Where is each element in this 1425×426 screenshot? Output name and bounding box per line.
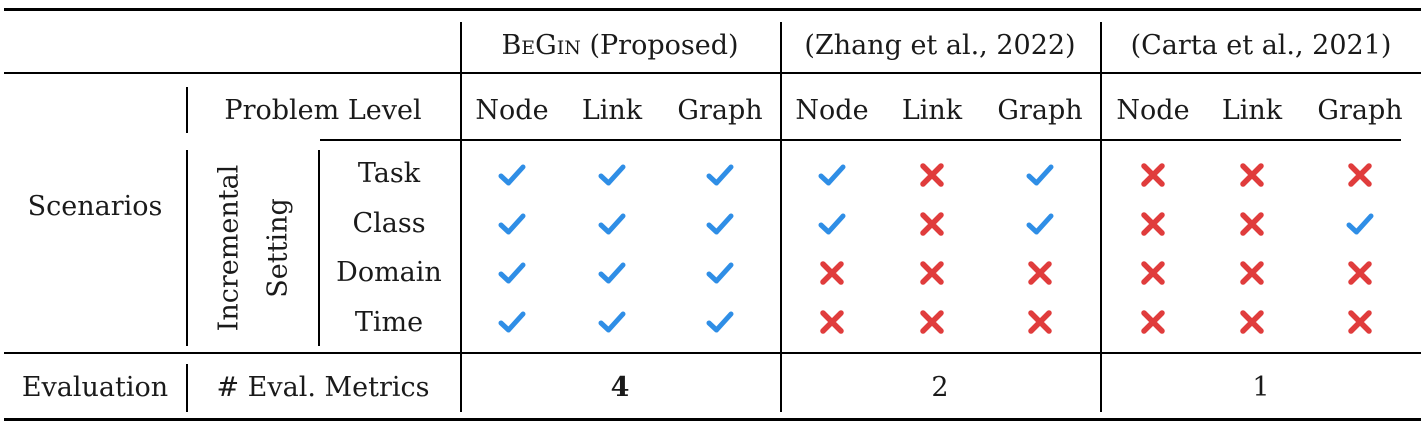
level-link-begin: Link (581, 95, 643, 126)
check-icon-domain-0 (498, 262, 526, 284)
cross-icon-domain-5 (1028, 261, 1052, 285)
cross-icon-class-6 (1141, 212, 1165, 236)
top-rule (4, 8, 1421, 11)
header-rule (4, 72, 1421, 74)
cross-icon-time-4 (920, 310, 944, 334)
check-icon-class-3 (818, 213, 846, 235)
cross-icon-domain-7 (1240, 261, 1264, 285)
cross-icon-domain-3 (820, 261, 844, 285)
problem-level-label: Problem Level (224, 95, 422, 126)
check-icon-time-2 (706, 311, 734, 333)
metrics-label: # Eval. Metrics (216, 372, 430, 403)
divider-left-evaluation (186, 364, 188, 412)
cross-icon-time-6 (1141, 310, 1165, 334)
cross-icon-domain-4 (920, 261, 944, 285)
divider-setting (318, 150, 320, 346)
metrics-value-zhang: 2 (931, 372, 949, 403)
cross-icon-task-8 (1348, 163, 1372, 187)
setting-label: Setting (262, 198, 294, 298)
evaluation-rule (4, 352, 1421, 354)
check-icon-class-5 (1026, 213, 1054, 235)
cross-icon-time-5 (1028, 310, 1052, 334)
cross-icon-class-4 (920, 212, 944, 236)
cross-icon-domain-6 (1141, 261, 1165, 285)
level-link-carta: Link (1221, 95, 1283, 126)
check-icon-domain-2 (706, 262, 734, 284)
bottom-rule (4, 418, 1421, 421)
level-rule (320, 139, 1401, 141)
level-node-carta: Node (1116, 95, 1190, 126)
cross-icon-time-8 (1348, 310, 1372, 334)
row-label-domain: Domain (336, 257, 442, 288)
metrics-value-begin: 4 (610, 372, 630, 403)
cross-icon-class-7 (1240, 212, 1264, 236)
row-label-task: Task (357, 158, 421, 189)
divider-carta (1100, 22, 1102, 412)
check-icon-time-0 (498, 311, 526, 333)
check-icon-task-3 (818, 164, 846, 186)
cross-icon-task-4 (920, 163, 944, 187)
check-icon-task-2 (706, 164, 734, 186)
divider-zhang (780, 22, 782, 412)
level-graph-zhang: Graph (997, 95, 1083, 126)
level-link-zhang: Link (901, 95, 963, 126)
check-icon-task-0 (498, 164, 526, 186)
metrics-value-carta: 1 (1252, 372, 1270, 403)
level-graph-carta: Graph (1317, 95, 1403, 126)
check-icon-task-5 (1026, 164, 1054, 186)
cross-icon-domain-8 (1348, 261, 1372, 285)
row-label-class: Class (352, 208, 426, 239)
divider-left-scenarios (186, 150, 188, 346)
incremental-label: Incremental (213, 164, 245, 332)
cross-icon-time-3 (820, 310, 844, 334)
check-icon-time-1 (598, 311, 626, 333)
cross-icon-task-6 (1141, 163, 1165, 187)
level-graph-begin: Graph (677, 95, 763, 126)
check-icon-class-2 (706, 213, 734, 235)
divider-begin (460, 22, 462, 412)
scenarios-label: Scenarios (27, 191, 163, 222)
check-icon-domain-1 (598, 262, 626, 284)
check-icon-class-1 (598, 213, 626, 235)
level-node-zhang: Node (795, 95, 869, 126)
divider-left-level (186, 87, 188, 133)
cross-icon-task-7 (1240, 163, 1264, 187)
evaluation-label: Evaluation (21, 372, 169, 403)
check-icon-class-8 (1346, 213, 1374, 235)
check-icon-class-0 (498, 213, 526, 235)
level-node-begin: Node (475, 95, 549, 126)
header-begin: BeGin (Proposed) (501, 30, 739, 61)
header-zhang: (Zhang et al., 2022) (804, 30, 1076, 61)
header-carta: (Carta et al., 2021) (1130, 30, 1392, 61)
cross-icon-time-7 (1240, 310, 1264, 334)
check-icon-task-1 (598, 164, 626, 186)
row-label-time: Time (354, 307, 424, 338)
